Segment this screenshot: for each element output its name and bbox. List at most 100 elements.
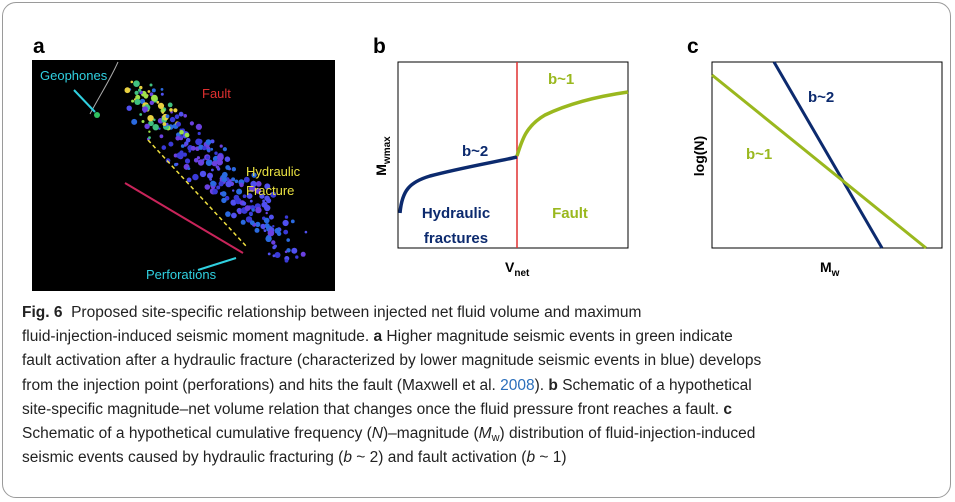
- caption-line: seismic events caused by hydraulic fract…: [22, 446, 761, 470]
- event-dot: [197, 159, 205, 166]
- event-dot: [251, 208, 255, 212]
- event-dot: [152, 124, 159, 131]
- arrow: [73, 89, 96, 113]
- event-dot: [272, 245, 276, 250]
- caption-text: c: [723, 400, 732, 418]
- annotation: Fracture: [246, 183, 294, 198]
- label-main: V: [505, 259, 515, 275]
- event-dot: [148, 130, 151, 133]
- region-label: fractures: [424, 230, 488, 247]
- event-dot: [271, 240, 276, 245]
- event-dot: [216, 158, 223, 166]
- event-dot: [173, 153, 178, 158]
- event-dot: [160, 92, 164, 96]
- event-dot: [254, 227, 260, 233]
- event-dot: [219, 144, 223, 148]
- event-dot: [142, 106, 148, 113]
- event-dot: [151, 94, 158, 102]
- event-dot: [246, 193, 253, 199]
- event-dot: [149, 100, 154, 106]
- event-dot: [185, 137, 191, 143]
- caption-line: fault activation after a hydraulic fract…: [22, 349, 761, 373]
- event-dot: [240, 219, 246, 225]
- event-dot: [265, 235, 272, 242]
- caption-text: Fig. 6: [22, 304, 63, 321]
- event-dot: [180, 144, 185, 148]
- event-dot: [139, 113, 143, 116]
- event-dot: [225, 180, 232, 188]
- event-dot: [174, 114, 180, 119]
- event-dot: [165, 122, 169, 126]
- event-dot: [147, 115, 154, 122]
- event-dot: [231, 212, 237, 219]
- event-dot: [220, 191, 227, 197]
- event-dot: [300, 251, 306, 257]
- event-dot: [156, 100, 160, 104]
- event-dot: [184, 158, 191, 164]
- event-dot: [190, 145, 196, 151]
- event-dot: [149, 83, 153, 87]
- caption-text: )–magnitude (: [383, 424, 479, 442]
- citation-link[interactable]: 2008: [500, 376, 535, 394]
- event-dot: [244, 205, 251, 212]
- event-dot: [134, 98, 141, 105]
- event-dot: [169, 108, 173, 112]
- y-axis-label: Mwmax: [373, 136, 393, 176]
- caption-line: Fig. 6 Proposed site-specific relationsh…: [22, 301, 761, 325]
- event-dot: [216, 185, 221, 190]
- event-dot: [131, 118, 138, 125]
- event-dot: [184, 132, 190, 138]
- event-dot: [186, 177, 192, 183]
- region-label: Hydraulic: [422, 205, 490, 222]
- fault-trace: [124, 182, 244, 254]
- event-dot: [260, 223, 266, 229]
- event-dot: [295, 255, 299, 259]
- event-dot: [138, 88, 142, 92]
- event-dot: [220, 174, 227, 182]
- event-dot: [179, 130, 184, 135]
- event-dot: [218, 181, 224, 187]
- event-dot: [291, 247, 298, 254]
- event-dot: [216, 165, 220, 169]
- event-dot: [205, 159, 213, 166]
- event-dot: [141, 120, 145, 123]
- event-dot: [160, 108, 166, 114]
- event-dot: [242, 194, 247, 198]
- axes-box: [711, 61, 943, 249]
- event-dot: [175, 162, 179, 166]
- event-dot: [197, 138, 203, 145]
- event-dot: [148, 120, 154, 127]
- label-main: M: [373, 164, 389, 176]
- event-dot: [264, 223, 270, 229]
- shallow-line: [711, 73, 927, 250]
- curve-fault: [515, 90, 629, 157]
- event-dot: [210, 139, 215, 144]
- event-dot: [176, 121, 181, 127]
- event-dot: [242, 201, 247, 206]
- event-dot: [286, 248, 291, 253]
- event-dot: [233, 194, 240, 201]
- curve-fractures: [398, 155, 518, 214]
- fracture-trace: [147, 139, 247, 247]
- event-dot: [189, 121, 194, 126]
- line-label: b~2: [808, 89, 834, 106]
- event-dot: [151, 88, 156, 93]
- event-dot: [274, 252, 281, 258]
- event-dot: [165, 158, 171, 163]
- event-dot: [225, 165, 231, 170]
- event-dot: [267, 252, 271, 256]
- event-dot: [167, 102, 173, 108]
- caption-text: fluid-injection-induced seismic moment m…: [22, 328, 374, 346]
- event-dot: [179, 150, 184, 155]
- region-label: Fault: [552, 205, 588, 222]
- event-dot: [175, 135, 181, 141]
- event-dot: [210, 147, 214, 151]
- event-dot: [192, 173, 199, 181]
- event-dot: [262, 199, 265, 203]
- event-dot: [283, 229, 289, 235]
- caption-text: Schematic of a hypothetical: [557, 376, 752, 394]
- event-dot: [147, 90, 151, 93]
- event-dot: [243, 176, 250, 183]
- event-dot: [202, 158, 205, 161]
